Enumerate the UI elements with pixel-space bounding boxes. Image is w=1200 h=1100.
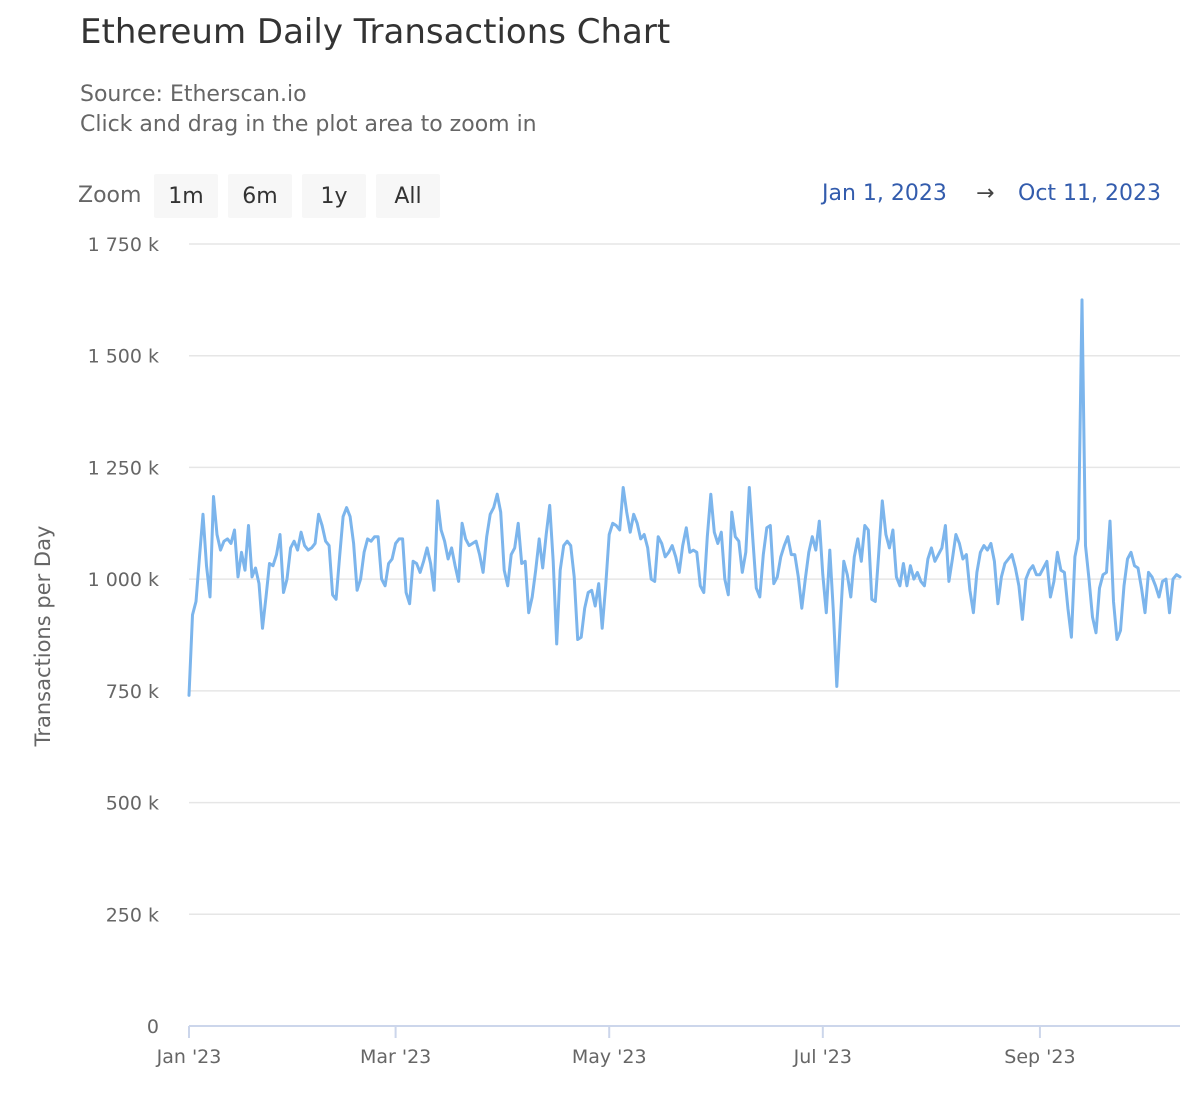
zoom-1m-button[interactable]: 1m bbox=[154, 174, 218, 218]
x-tick-label: Jan '23 bbox=[156, 1046, 222, 1068]
x-tick-label: Jul '23 bbox=[793, 1046, 852, 1068]
y-axis: 0 250 k 500 k 750 k 1 000 k 1 250 k 1 500 k 1 7… bbox=[88, 234, 159, 1038]
zoom-1y-button[interactable]: 1y bbox=[302, 174, 366, 218]
x-tick-label: Sep '23 bbox=[1004, 1046, 1075, 1068]
x-tick-label: Mar '23 bbox=[360, 1046, 431, 1068]
chart-subtitle: Source: Etherscan.io bbox=[80, 82, 307, 107]
y-tick-label: 500 k bbox=[106, 793, 159, 815]
y-tick-label: 750 k bbox=[106, 681, 159, 703]
y-tick-label: 0 bbox=[147, 1016, 159, 1038]
zoom-6m-button[interactable]: 6m bbox=[228, 174, 292, 218]
range-from-date[interactable]: Jan 1, 2023 bbox=[822, 181, 947, 206]
range-arrow: → bbox=[976, 181, 995, 206]
zoom-label: Zoom bbox=[78, 183, 142, 208]
zoom-instruction: Click and drag in the plot area to zoom … bbox=[80, 112, 537, 137]
y-tick-label: 1 750 k bbox=[88, 234, 159, 256]
y-axis-title: Transactions per Day bbox=[31, 526, 55, 748]
chart-title: Ethereum Daily Transactions Chart bbox=[80, 12, 671, 52]
y-tick-label: 250 k bbox=[106, 904, 159, 926]
zoom-all-button[interactable]: All bbox=[376, 174, 440, 218]
series-line-transactions bbox=[187, 298, 1182, 697]
x-tick-label: May '23 bbox=[572, 1046, 647, 1068]
range-to-date[interactable]: Oct 11, 2023 bbox=[1018, 181, 1161, 206]
x-axis: Jan '23 Mar '23 May '23 Jul '23 Sep '23 bbox=[156, 1025, 1180, 1068]
y-tick-label: 1 500 k bbox=[88, 346, 159, 368]
y-tick-label: 1 250 k bbox=[88, 457, 159, 479]
y-tick-label: 1 000 k bbox=[88, 569, 159, 591]
grid-lines bbox=[189, 243, 1180, 916]
